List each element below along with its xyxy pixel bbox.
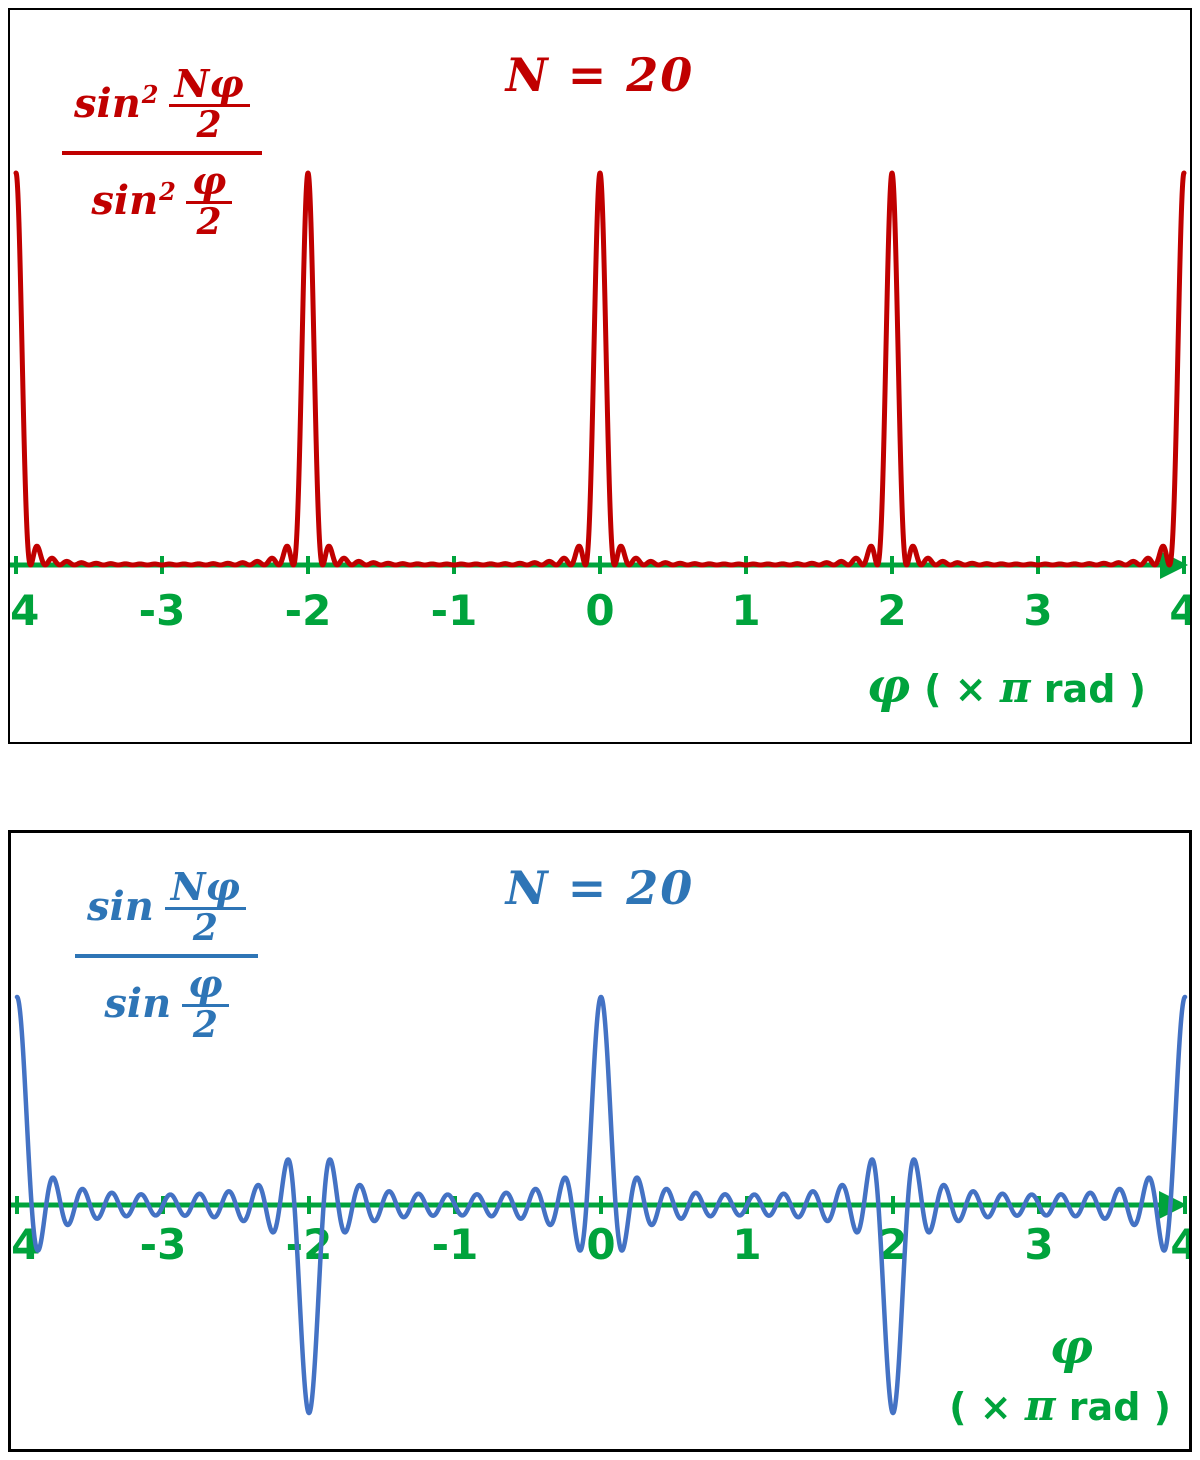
tick-label: -2 bbox=[285, 586, 332, 635]
x-axis-arrow-icon bbox=[1159, 1191, 1187, 1219]
fraction-top: Nφ bbox=[164, 867, 246, 910]
inner-fraction: φ 2 bbox=[182, 963, 229, 1046]
formula-numerator: sin Nφ 2 bbox=[75, 861, 258, 958]
tick-label: 3 bbox=[1023, 586, 1052, 635]
fraction-top: Nφ bbox=[168, 64, 250, 107]
intensity-chart-svg: -4 -3 -2 -1 0 1 2 3 4 bbox=[10, 170, 1190, 635]
chart-title: N = 20 bbox=[505, 861, 695, 915]
grating-amplitude-curve bbox=[14, 994, 1188, 1416]
tick-label: -4 bbox=[10, 586, 39, 635]
pi-symbol: π bbox=[1024, 1381, 1056, 1430]
chart-title: N = 20 bbox=[505, 48, 695, 102]
units-open: ( × bbox=[949, 1385, 1025, 1429]
phi-symbol: φ bbox=[1049, 1319, 1093, 1375]
tick-label: 2 bbox=[877, 586, 906, 635]
formula-sin: sin2 bbox=[74, 80, 159, 128]
phi-symbol: φ bbox=[866, 658, 911, 714]
fraction-top: φ bbox=[182, 963, 229, 1007]
units-close: rad ) bbox=[1030, 667, 1146, 711]
tick-label: -1 bbox=[431, 586, 478, 635]
formula-numerator: sin2 Nφ 2 bbox=[62, 58, 262, 155]
units-close: rad ) bbox=[1055, 1385, 1171, 1429]
tick-label: -2 bbox=[286, 1220, 333, 1269]
pi-symbol: π bbox=[999, 663, 1031, 712]
formula-sin: sin2 bbox=[91, 177, 176, 225]
tick-label: -3 bbox=[139, 586, 186, 635]
formula-sin: sin bbox=[87, 883, 154, 931]
units-open: ( × bbox=[924, 667, 1000, 711]
tick-label: 1 bbox=[732, 1220, 761, 1269]
tick-label: -3 bbox=[140, 1220, 187, 1269]
tick-label: 3 bbox=[1024, 1220, 1053, 1269]
fraction-top: φ bbox=[185, 160, 233, 204]
fraction-bottom: 2 bbox=[192, 1003, 218, 1046]
x-axis-label: φ ( × π rad ) bbox=[867, 658, 1146, 714]
tick-label: 1 bbox=[731, 586, 760, 635]
intensity-formula: sin2 Nφ 2 sin2 φ 2 bbox=[62, 58, 262, 247]
tick-label: 0 bbox=[586, 1220, 615, 1269]
inner-fraction: φ 2 bbox=[185, 160, 233, 243]
x-axis-label-units: ( × π rad ) bbox=[949, 1381, 1171, 1430]
amplitude-formula: sin Nφ 2 sin φ 2 bbox=[75, 861, 258, 1050]
formula-denominator: sin φ 2 bbox=[92, 958, 240, 1051]
x-axis-label-phi: φ bbox=[1050, 1319, 1093, 1375]
formula-sin: sin bbox=[104, 980, 172, 1028]
fraction-bottom: 2 bbox=[196, 200, 222, 243]
tick-label: 4 bbox=[1170, 1220, 1189, 1269]
inner-fraction: Nφ 2 bbox=[168, 64, 250, 146]
fraction-bottom: 2 bbox=[192, 906, 218, 949]
grating-intensity-curve bbox=[13, 170, 1187, 568]
formula-denominator: sin2 φ 2 bbox=[79, 155, 244, 248]
tick-label: 0 bbox=[585, 586, 614, 635]
fraction-bottom: 2 bbox=[196, 103, 222, 146]
tick-label: 4 bbox=[1169, 586, 1190, 635]
tick-label: -1 bbox=[432, 1220, 479, 1269]
inner-fraction: Nφ 2 bbox=[164, 867, 246, 949]
